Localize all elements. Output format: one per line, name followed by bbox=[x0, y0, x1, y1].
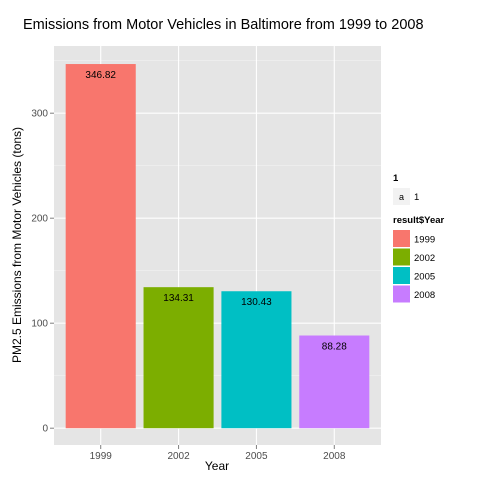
legend-year-entries: 1999 2002 2005 2008 bbox=[393, 230, 435, 303]
legend-year-entry-2005: 2005 bbox=[414, 272, 435, 283]
bar-2002 bbox=[143, 287, 214, 429]
y-axis: 0 100 200 300 bbox=[31, 109, 54, 435]
bar-2008 bbox=[299, 335, 370, 429]
bars-group bbox=[65, 64, 370, 429]
y-axis-title: PM2.5 Emissions from Motor Vehicles (ton… bbox=[10, 127, 24, 363]
x-tick-label: 2002 bbox=[167, 451, 190, 462]
legend-year-title: result$Year bbox=[393, 215, 445, 226]
bar-2005 bbox=[221, 291, 292, 429]
legend-year-key-1999 bbox=[393, 230, 410, 247]
legend-year-key-2005 bbox=[393, 267, 410, 284]
legend-year-entry-1999: 1999 bbox=[414, 235, 435, 246]
bar-label-1999: 346.82 bbox=[85, 70, 116, 81]
legend-label: 1 a 1 bbox=[393, 173, 419, 205]
x-axis: 1999 2002 2005 2008 bbox=[90, 445, 346, 462]
y-tick-label: 200 bbox=[31, 214, 48, 225]
x-tick-label: 1999 bbox=[90, 451, 113, 462]
legend-year-key-2002 bbox=[393, 248, 410, 266]
legend-label-title: 1 bbox=[393, 173, 399, 184]
y-tick-label: 300 bbox=[31, 109, 48, 120]
x-tick-label: 2008 bbox=[323, 451, 346, 462]
legend-label-entry: 1 bbox=[414, 192, 419, 203]
bar-1999 bbox=[65, 64, 136, 429]
bar-labels-group: 346.82 134.31 130.43 88.28 bbox=[85, 70, 347, 352]
x-axis-title: Year bbox=[205, 459, 229, 473]
bar-label-2002: 134.31 bbox=[163, 293, 194, 304]
legend-label-key bbox=[393, 188, 410, 205]
y-tick-label: 0 bbox=[42, 424, 48, 435]
y-tick-label: 100 bbox=[31, 319, 48, 330]
legend-year-key-2008 bbox=[393, 285, 410, 303]
legend-year: result$Year 1999 2002 2005 2008 bbox=[393, 215, 445, 303]
legend-year-entry-2002: 2002 bbox=[414, 253, 435, 264]
legend-label-key-letter: a bbox=[399, 192, 404, 202]
legend-year-entry-2008: 2008 bbox=[414, 290, 435, 301]
chart-title: Emissions from Motor Vehicles in Baltimo… bbox=[23, 17, 424, 33]
bar-label-2005: 130.43 bbox=[241, 297, 272, 308]
x-tick-label: 2005 bbox=[245, 451, 268, 462]
bar-label-2008: 88.28 bbox=[322, 342, 347, 353]
